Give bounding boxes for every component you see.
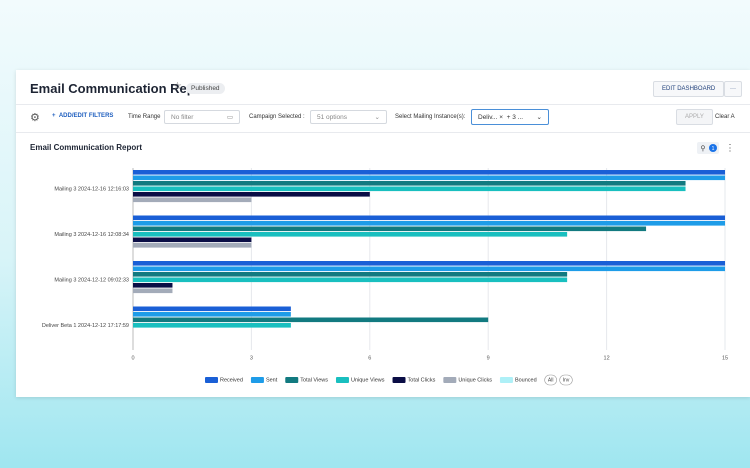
legend-swatch[interactable]: [285, 377, 299, 383]
x-tick-label: 9: [487, 355, 490, 361]
mailing-more: + 3 ...: [506, 114, 524, 121]
mailing-label: Select Mailing Instance(s):: [395, 114, 466, 120]
y-tick-label: Mailing 3 2024-12-16 12:16:03: [54, 187, 129, 193]
bar: [133, 221, 725, 226]
x-tick-label: 6: [368, 355, 371, 361]
legend-label[interactable]: Unique Views: [351, 377, 385, 383]
x-tick-label: 3: [250, 355, 253, 361]
filter-icon: ⚲: [700, 144, 705, 152]
bar: [133, 306, 291, 312]
page-title: Email Communication Report: [30, 81, 213, 96]
bar: [133, 197, 252, 203]
legend-button-frame[interactable]: [559, 374, 573, 386]
legend-swatch[interactable]: [392, 377, 406, 383]
bar: [133, 175, 725, 181]
bar: [133, 215, 725, 221]
bar: [133, 323, 291, 328]
bar: [133, 312, 291, 317]
bar: [133, 232, 568, 237]
chart-title: Email Communication Report: [30, 143, 142, 152]
campaign-select[interactable]: 51 options ⌄: [310, 110, 387, 124]
add-filters-button[interactable]: + ADD/EDIT FILTERS: [52, 113, 114, 119]
legend-label[interactable]: Sent: [266, 377, 278, 383]
campaign-label: Campaign Selected :: [249, 114, 305, 120]
apply-button[interactable]: APPLY: [676, 109, 713, 125]
legend-swatch[interactable]: [205, 377, 218, 383]
x-tick-label: 12: [604, 355, 610, 361]
legend-label[interactable]: Received: [220, 377, 243, 383]
time-range-input[interactable]: No filter ▭: [164, 110, 240, 124]
filter-badge: [709, 144, 717, 152]
time-range-value: No filter: [171, 114, 194, 121]
legend-swatch[interactable]: [335, 377, 349, 383]
y-tick-label: Mailing 3 2024-12-16 12:08:34: [54, 232, 129, 238]
x-tick-label: 0: [131, 355, 134, 361]
divider: [16, 104, 750, 105]
bar: [133, 226, 647, 232]
bar: [133, 266, 725, 272]
bar: [133, 272, 568, 277]
time-range-label: Time Range: [128, 114, 161, 120]
bar: [133, 237, 252, 243]
legend-swatch[interactable]: [443, 377, 457, 383]
bar: [133, 192, 370, 197]
status-badge: Published: [186, 83, 225, 94]
legend-label[interactable]: Bounced: [515, 377, 537, 383]
bar: [133, 261, 725, 266]
bar: [133, 288, 173, 294]
chart-menu[interactable]: ⋮: [726, 142, 735, 152]
divider: [16, 132, 750, 133]
legend-label[interactable]: Unique Clicks: [458, 377, 492, 383]
mailing-chip: Deliv...: [478, 114, 498, 121]
bar: [133, 317, 489, 323]
favorite-star[interactable]: ☆: [173, 81, 182, 92]
x-tick-label: 15: [722, 355, 728, 361]
bar: [133, 283, 173, 288]
legend-button-frame[interactable]: [544, 374, 557, 386]
bar: [133, 243, 252, 248]
more-button[interactable]: ···: [724, 81, 742, 97]
bar: [133, 186, 686, 192]
legend-button[interactable]: Inv: [563, 377, 570, 383]
bar: [133, 181, 686, 186]
campaign-value: 51 options: [317, 114, 347, 121]
legend-button[interactable]: All: [548, 377, 554, 383]
clear-button[interactable]: Clear A: [715, 114, 735, 120]
bar: [133, 170, 725, 175]
edit-dashboard-button[interactable]: EDIT DASHBOARD: [653, 81, 725, 97]
legend-swatch[interactable]: [499, 377, 513, 383]
mailing-select[interactable]: Deliv... × + 3 ... ⌄: [471, 109, 549, 125]
legend-swatch[interactable]: [250, 377, 264, 383]
add-filters-text: ADD/EDIT FILTERS: [58, 113, 114, 119]
bar: [133, 277, 568, 283]
y-tick-label: Mailing 3 2024-12-12 09:02:33: [54, 278, 129, 284]
legend-label[interactable]: Total Clicks: [408, 377, 436, 383]
legend-label[interactable]: Total Views: [300, 377, 328, 383]
y-tick-label: Deliver Beta 1 2024-12-12 17:17:59: [42, 323, 129, 329]
filter-count: 1: [712, 146, 715, 152]
settings-icon[interactable]: ⚙: [30, 112, 40, 124]
